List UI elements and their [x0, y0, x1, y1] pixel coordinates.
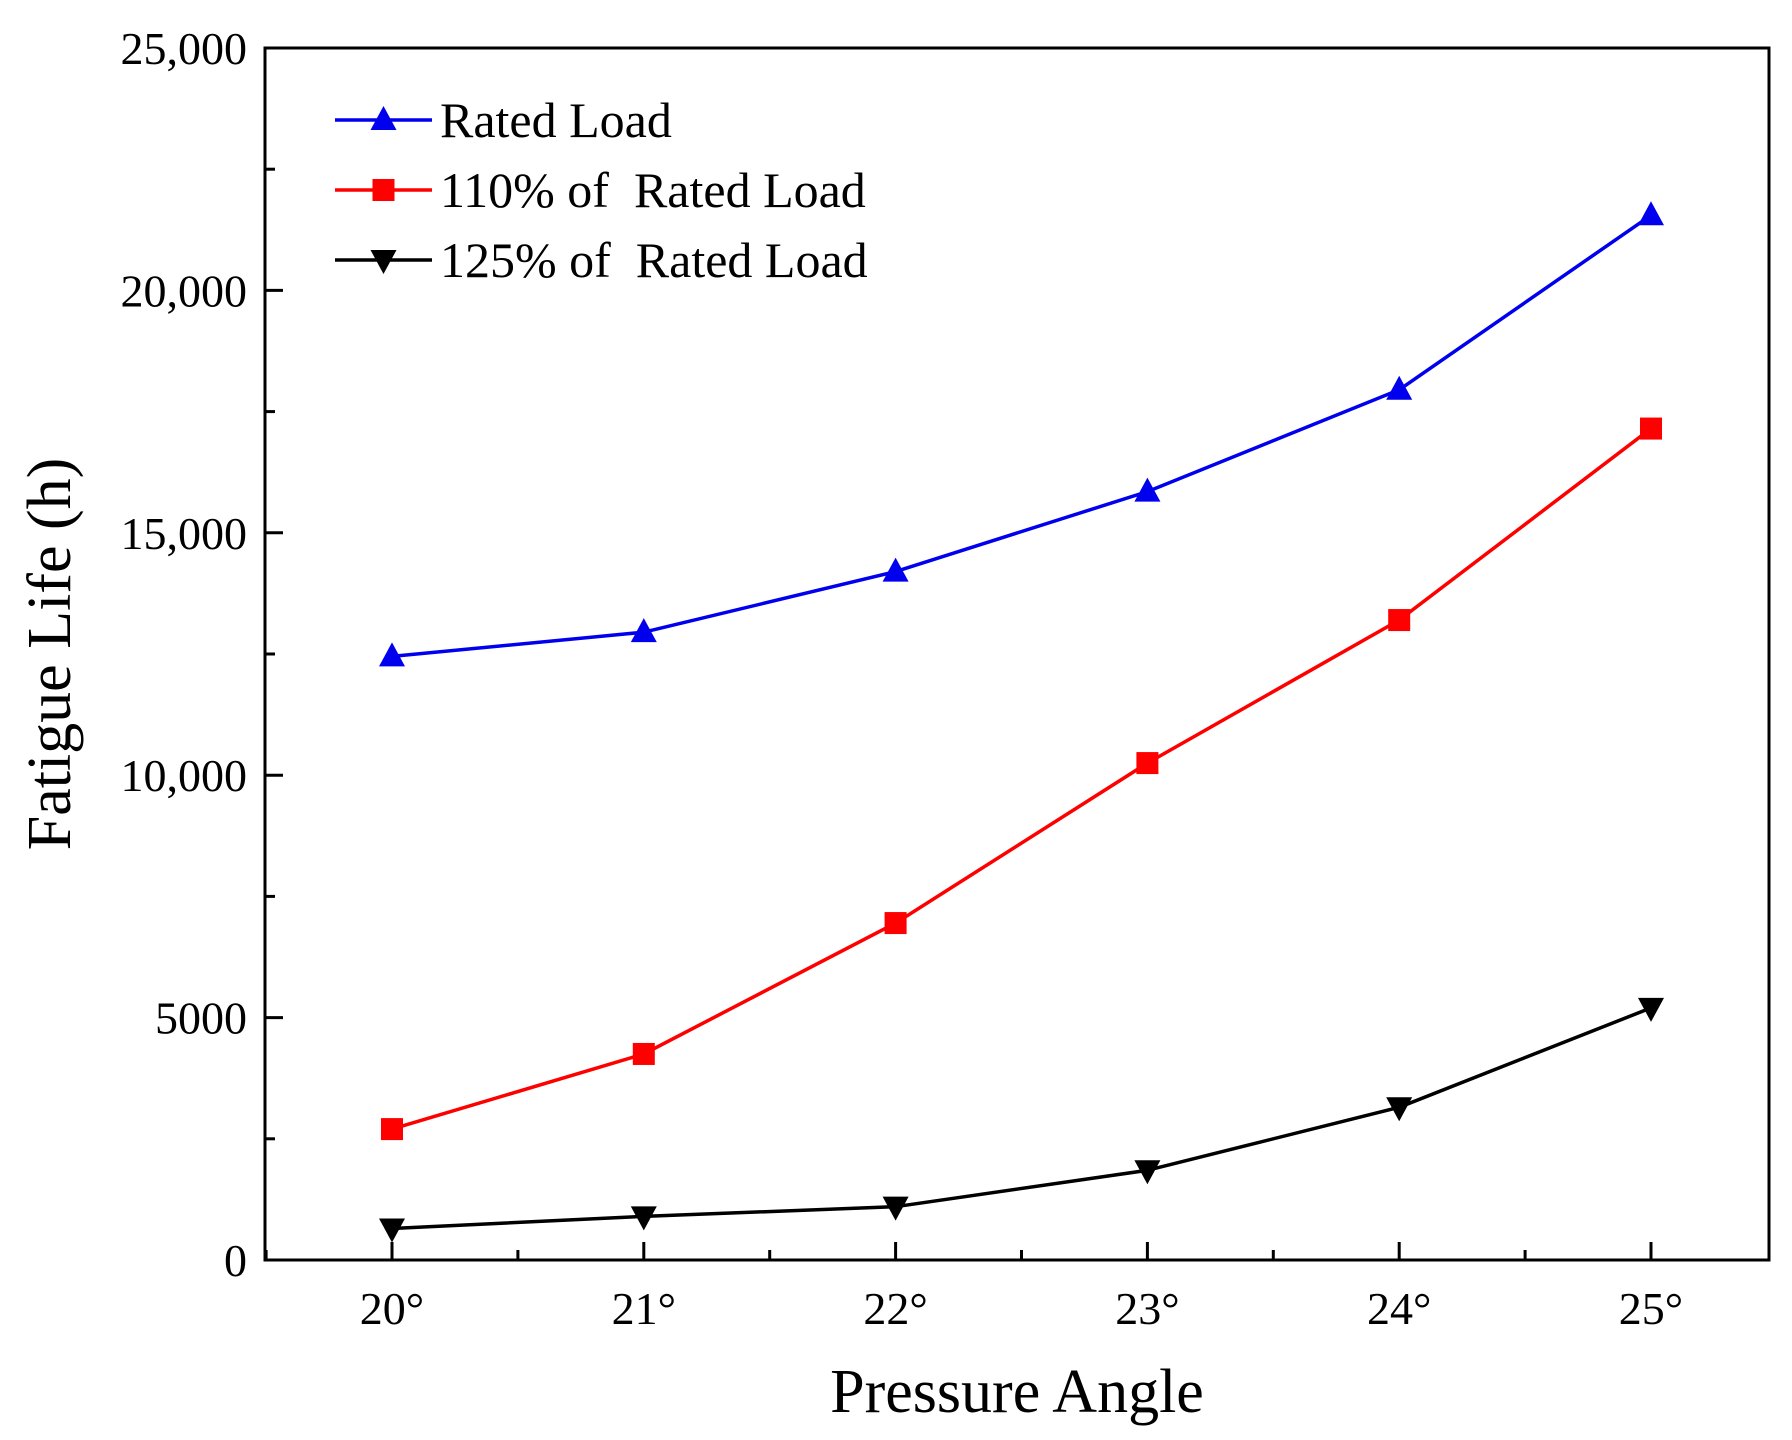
- data-point: [1134, 1160, 1161, 1185]
- legend-marker: [370, 250, 397, 274]
- legend-entry: 110% of Rated Load: [335, 162, 866, 218]
- data-point: [884, 912, 907, 935]
- series-1: [379, 201, 1664, 667]
- plot-frame: [263, 46, 1771, 1262]
- data-point: [882, 557, 909, 582]
- data-point: [1388, 609, 1411, 632]
- data-point: [882, 1196, 909, 1221]
- y-axis-title: Fatigue Life (h): [16, 458, 84, 851]
- series-line: [391, 427, 1653, 1131]
- x-tick-label: 20°: [360, 1283, 424, 1334]
- axes: 0 5000 10,000 15,000 20,000 25,000 20° 21° 22° 23…: [121, 23, 1684, 1334]
- y-tick-label: 15,000: [121, 508, 248, 559]
- legend: Rated Load 110% of Rated Load 125% of Rate…: [335, 92, 868, 288]
- series-line: [391, 213, 1652, 659]
- y-tick-label: 10,000: [121, 750, 248, 801]
- x-tick-label: 24°: [1367, 1283, 1431, 1334]
- legend-label: 110% of Rated Load: [440, 162, 866, 218]
- data-point: [1640, 417, 1662, 440]
- series-3: [379, 997, 1664, 1243]
- data-point: [1638, 997, 1664, 1022]
- data-point: [1386, 1097, 1413, 1122]
- data-point: [630, 618, 657, 643]
- series-layer: [379, 201, 1664, 1243]
- legend-entry: 125% of Rated Load: [335, 232, 868, 288]
- x-axis-title: Pressure Angle: [830, 1358, 1204, 1426]
- data-point: [1136, 752, 1159, 775]
- legend-marker: [372, 179, 395, 201]
- data-point: [381, 1118, 403, 1141]
- x-tick-label: 22°: [863, 1283, 927, 1334]
- y-tick-label: 5000: [155, 993, 247, 1044]
- data-point: [632, 1042, 655, 1065]
- y-tick-label: 25,000: [121, 23, 248, 74]
- legend-label: Rated Load: [440, 92, 672, 148]
- legend-label: 125% of Rated Load: [440, 232, 868, 288]
- legend-marker: [370, 106, 397, 130]
- x-tick-label: 21°: [612, 1283, 676, 1334]
- data-point: [1386, 375, 1413, 400]
- y-tick-label: 20,000: [121, 265, 248, 316]
- data-point: [379, 1218, 405, 1243]
- x-tick-label: 23°: [1115, 1283, 1179, 1334]
- series-line: [391, 1006, 1652, 1231]
- data-point: [630, 1206, 657, 1231]
- legend-entry: Rated Load: [335, 92, 672, 148]
- series-2: [381, 417, 1662, 1141]
- y-tick-label: 0: [224, 1235, 247, 1286]
- data-point: [379, 642, 405, 667]
- data-point: [1134, 477, 1161, 502]
- x-tick-label: 25°: [1619, 1283, 1683, 1334]
- data-point: [1638, 201, 1664, 226]
